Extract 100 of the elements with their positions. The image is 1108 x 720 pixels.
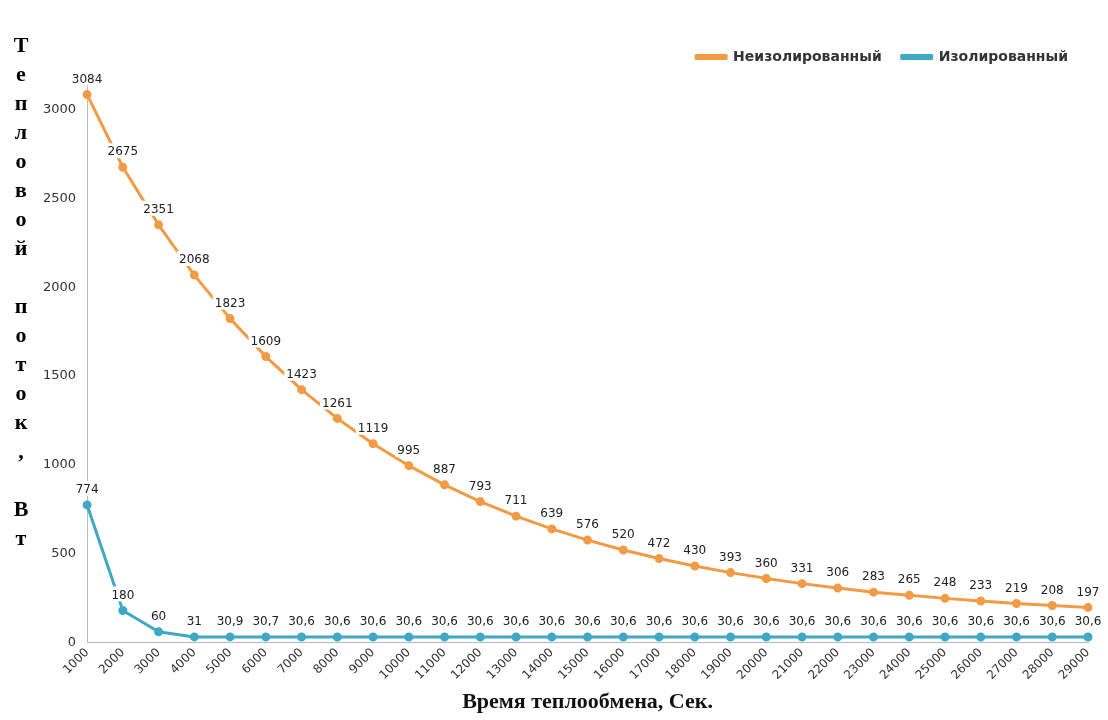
x-axis-title: Время теплообмена, Сек.: [462, 688, 713, 714]
point: [189, 632, 199, 642]
data-label: 3084: [71, 71, 103, 86]
data-label: 711: [504, 493, 528, 508]
data-label: 265: [897, 572, 921, 587]
point: [332, 632, 342, 642]
data-label: 360: [754, 555, 778, 570]
point: [583, 535, 593, 545]
point: [154, 627, 164, 637]
data-label: 30,6: [752, 614, 780, 629]
point: [547, 524, 557, 534]
data-label: 30,6: [323, 614, 351, 629]
point: [297, 385, 307, 395]
data-label: 887: [433, 461, 457, 476]
data-label: 30,6: [860, 614, 887, 629]
data-label: 30,6: [1003, 614, 1030, 629]
data-label: 208: [1040, 582, 1064, 597]
data-label: 30,9: [216, 614, 244, 629]
data-label: 30,6: [466, 614, 494, 629]
point: [404, 461, 414, 471]
data-label: 793: [468, 478, 492, 493]
data-label: 30,6: [288, 614, 315, 629]
data-label: 30,6: [538, 614, 566, 629]
data-label: 30,6: [681, 614, 709, 629]
data-label: 30,6: [609, 614, 637, 629]
point: [654, 632, 664, 642]
point: [1083, 632, 1093, 642]
data-label: 60: [150, 608, 167, 623]
point: [1012, 632, 1022, 642]
data-label: 30,6: [395, 614, 423, 629]
point: [690, 561, 700, 571]
data-label: 430: [683, 543, 707, 558]
data-label: 520: [611, 527, 635, 542]
point: [189, 270, 199, 280]
data-label: 30,6: [359, 614, 387, 629]
data-label: 1119: [357, 420, 389, 435]
point: [154, 220, 164, 230]
data-label: 197: [1076, 584, 1100, 599]
point: [904, 632, 914, 642]
point: [118, 605, 128, 615]
point: [761, 573, 771, 583]
data-label: 30,6: [931, 614, 959, 629]
point: [797, 632, 807, 642]
data-label: 995: [397, 442, 421, 457]
point: [440, 480, 450, 490]
data-label: 472: [647, 535, 671, 550]
data-label: 30,6: [502, 614, 530, 629]
point: [332, 413, 342, 423]
data-label: 30,6: [431, 614, 458, 629]
data-label: 30,6: [967, 614, 995, 629]
data-label: 180: [111, 587, 135, 602]
point: [475, 497, 485, 507]
data-label: 576: [576, 517, 599, 532]
point: [869, 587, 879, 597]
point: [797, 579, 807, 589]
point: [261, 632, 271, 642]
point: [404, 632, 414, 642]
data-label: 30,6: [788, 614, 816, 629]
data-label: 233: [969, 578, 993, 593]
data-label: 283: [862, 569, 885, 584]
legend-label: Изолированный: [938, 47, 1068, 64]
data-label: 2351: [143, 201, 174, 216]
y-tick-label: 0: [67, 633, 77, 649]
point: [547, 632, 557, 642]
point: [368, 632, 378, 642]
y-tick-label: 1000: [42, 456, 77, 472]
data-label: 2675: [107, 144, 139, 159]
point: [583, 632, 593, 642]
data-label: 331: [790, 560, 814, 575]
data-label: 774: [75, 482, 99, 497]
y-tick-label: 1500: [42, 367, 77, 383]
data-label: 1261: [322, 395, 353, 410]
data-label: 219: [1005, 580, 1028, 595]
data-label: 248: [933, 575, 957, 590]
point: [118, 162, 128, 172]
data-label: 393: [719, 549, 742, 564]
data-label: 30,6: [1038, 614, 1066, 629]
data-label: 30,6: [717, 614, 744, 629]
data-label: 1423: [286, 366, 317, 381]
point: [511, 632, 521, 642]
point: [1012, 599, 1022, 609]
point: [1047, 632, 1057, 642]
point: [1083, 602, 1093, 612]
data-label: 30,6: [1074, 614, 1102, 629]
point: [261, 352, 271, 362]
point: [475, 632, 485, 642]
point: [654, 554, 664, 564]
data-label: 30,6: [645, 614, 673, 629]
data-label: 1609: [250, 333, 282, 348]
point: [761, 632, 771, 642]
point: [976, 632, 986, 642]
point: [690, 632, 700, 642]
data-label: 30,7: [252, 614, 280, 629]
point: [904, 590, 914, 600]
point: [618, 632, 628, 642]
data-label: 2068: [179, 252, 210, 267]
point: [82, 90, 92, 100]
data-label: 639: [540, 506, 564, 521]
point: [82, 500, 92, 510]
point: [976, 596, 986, 606]
